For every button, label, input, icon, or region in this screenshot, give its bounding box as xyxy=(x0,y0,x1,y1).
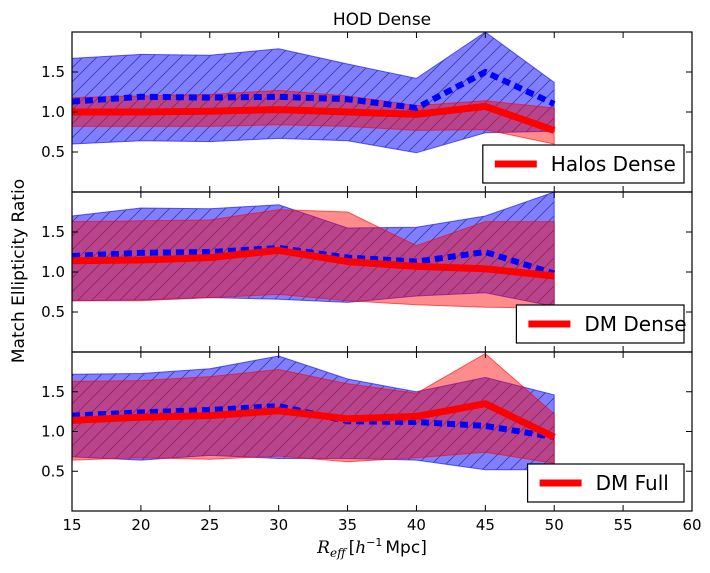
x-axis-label-exponent: −1 xyxy=(366,536,382,549)
plot-area-bottom xyxy=(72,352,556,471)
legend-bottom: DM Full xyxy=(526,463,685,503)
x-tick-label: 35 xyxy=(338,516,357,534)
red-solid-line xyxy=(72,400,556,441)
x-tick-label: 20 xyxy=(131,516,150,534)
chart-title: HOD Dense xyxy=(333,10,431,30)
y-tick-label: 1.5 xyxy=(41,63,65,81)
panel-bottom: 0.5 1.0 1.5 15 20 25 30 35 40 45 50 55 60 DM Full xyxy=(41,351,702,534)
y-tick-label: 0.5 xyxy=(41,143,65,161)
legend-label: Halos Dense xyxy=(551,152,676,176)
red-solid-line xyxy=(72,246,555,280)
x-tick-label: 55 xyxy=(614,516,633,534)
y-tick-label: 1.0 xyxy=(41,103,65,121)
blue-error-band-hatch xyxy=(72,32,555,153)
red-error-band xyxy=(72,352,555,464)
x-axis-label-unit: Mpc] xyxy=(385,538,426,558)
plot-area-middle xyxy=(72,192,556,309)
legend-middle: DM Dense xyxy=(515,304,687,344)
x-tick-label: 40 xyxy=(407,516,426,534)
panel-top: 0.5 1.0 1.5 Halos Dense xyxy=(41,31,693,193)
legend-top: Halos Dense xyxy=(482,144,685,184)
red-solid-line xyxy=(72,102,556,134)
x-axis-label-bracket: [ xyxy=(349,538,356,558)
x-axis-label-subscript: eff xyxy=(330,546,348,560)
y-tick-label: 1.5 xyxy=(41,223,65,241)
red-error-band xyxy=(72,89,555,145)
legend-label: DM Dense xyxy=(584,312,686,336)
y-tick-label: 1.0 xyxy=(41,263,65,281)
blue-dashed-line xyxy=(72,403,555,441)
x-tick-label: 60 xyxy=(682,516,701,534)
x-axis-label-symbol: R xyxy=(316,538,330,558)
y-tick-label: 0.5 xyxy=(41,303,65,321)
plot-area-top xyxy=(72,32,556,154)
y-tick-label: 1.0 xyxy=(41,423,65,441)
panel-middle: 0.5 1.0 1.5 DM Dense xyxy=(41,191,693,353)
x-axis-label-h: h xyxy=(355,538,366,558)
x-tick-label: 15 xyxy=(62,516,81,534)
y-tick-label: 1.5 xyxy=(41,383,65,401)
legend-label: DM Full xyxy=(596,471,669,495)
blue-dashed-line xyxy=(72,68,556,112)
x-tick-label: 45 xyxy=(476,516,495,534)
x-tick-label: 30 xyxy=(269,516,288,534)
x-tick-label: 25 xyxy=(200,516,219,534)
x-axis-label: Reff [h−1 Mpc] xyxy=(316,536,427,560)
y-axis-label: Match Ellipticity Ratio xyxy=(9,179,29,363)
y-tick-label: 0.5 xyxy=(41,462,65,480)
x-tick-label: 50 xyxy=(545,516,564,534)
